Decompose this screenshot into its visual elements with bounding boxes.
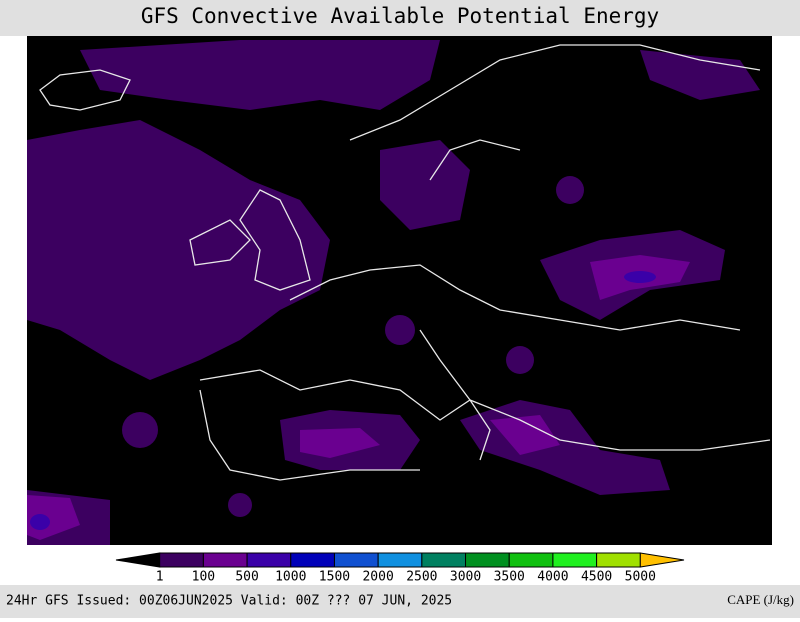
colorbar-label: 500 bbox=[235, 570, 258, 585]
coastlines bbox=[39, 44, 771, 481]
colorbar-segment bbox=[552, 552, 598, 568]
colorbar-segment bbox=[333, 552, 379, 568]
footer-info: 24Hr GFS Issued: 00Z06JUN2025 Valid: 00Z… bbox=[6, 594, 452, 609]
colorbar-label: 1500 bbox=[319, 570, 350, 585]
colorbar-segment bbox=[377, 552, 423, 568]
colorbar-segment bbox=[115, 552, 161, 568]
cape-high-area bbox=[30, 514, 50, 530]
colorbar-segment bbox=[246, 552, 292, 568]
colorbar-label: 5000 bbox=[625, 570, 656, 585]
colorbar-segment bbox=[290, 552, 335, 568]
colorbar-segment bbox=[508, 552, 554, 568]
colorbar-label: 3000 bbox=[450, 570, 481, 585]
colorbar-label: 1000 bbox=[275, 570, 306, 585]
footer-bar bbox=[0, 585, 800, 618]
footer-units: CAPE (J/kg) bbox=[727, 592, 794, 607]
colorbar-label: 2500 bbox=[406, 570, 437, 585]
colorbar-label: 100 bbox=[192, 570, 215, 585]
title-bar bbox=[0, 0, 800, 36]
colorbar-segment bbox=[202, 552, 248, 568]
colorbar-label: 4000 bbox=[537, 570, 568, 585]
colorbar: 1 100 500 1000 1500 2000 2500 3000 3500 4000 4500 5… bbox=[115, 552, 685, 585]
colorbar-segment bbox=[421, 552, 467, 568]
colorbar-segment bbox=[596, 552, 641, 568]
map-area bbox=[27, 36, 772, 545]
colorbar-label: 4500 bbox=[581, 570, 612, 585]
colorbar-label: 2000 bbox=[362, 570, 393, 585]
colorbar-label: 1 bbox=[156, 570, 164, 585]
map-title: GFS Convective Available Potential Energ… bbox=[141, 4, 659, 28]
colorbar-segment bbox=[159, 552, 204, 568]
cape-high-area bbox=[624, 271, 656, 283]
colorbar-segment bbox=[465, 552, 510, 568]
colorbar-label: 3500 bbox=[494, 570, 525, 585]
colorbar-segment bbox=[639, 552, 685, 568]
